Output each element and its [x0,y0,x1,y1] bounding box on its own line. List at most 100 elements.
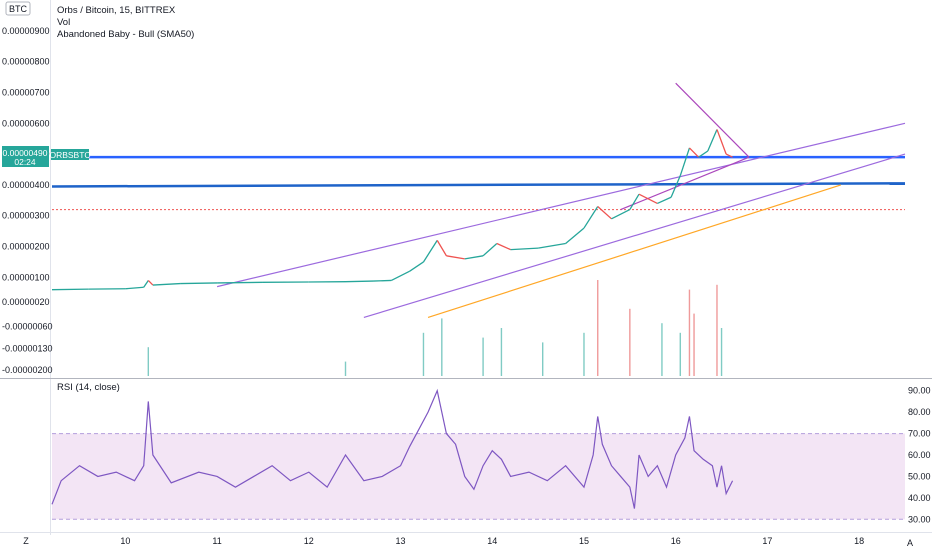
time-tick-label: 10 [120,536,130,546]
price-series [51,129,733,291]
rsi-axis[interactable]: 90.00 80.00 70.00 60.00 50.00 40.00 30.00 [908,386,931,525]
volume-bars [147,280,723,376]
price-tick-label: 0.00000020 [2,297,50,307]
price-segment [629,193,640,210]
price-segment [152,282,181,286]
time-tick-label: 18 [854,536,864,546]
volume-bar [597,280,599,376]
price-tick-label: 0.00000400 [2,180,50,190]
price-tick-label: -0.00000060 [2,322,53,332]
channel-lower[interactable] [363,153,906,319]
time-tick-label: 12 [304,536,314,546]
support-orange[interactable] [427,184,841,319]
time-tick-label: 11 [212,536,221,546]
time-tick-label: 14 [487,536,497,546]
currency-badge-label: BTC [9,4,28,14]
volume-bar [583,332,585,376]
price-segment [180,282,218,285]
price-segment [538,242,566,249]
price-tick-label: -0.00000200 [2,365,53,375]
time-tick-label: 16 [671,536,681,546]
price-tick-label: 0.00000600 [2,118,50,128]
price-segment [51,288,89,291]
price-segment [409,261,424,272]
volume-bar [482,337,484,376]
last-price-tag: 0.00000490 02:24 ORBSBTC [2,146,91,167]
time-tick-label: 15 [579,536,589,546]
volume-bar [441,318,443,376]
currency-badge[interactable]: BTC [5,1,31,16]
price-segment [217,281,263,284]
price-segment [611,208,631,220]
rsi-title: RSI (14, close) [57,382,120,393]
price-segment [638,193,658,204]
triangle-lower[interactable] [620,156,750,211]
price-segment [345,280,374,283]
price-segment [125,286,144,290]
rsi-tick-label: 50.00 [908,471,931,481]
time-axis[interactable]: 10 11 12 13 14 15 16 17 18 [120,536,864,546]
volume-legend: Vol [57,17,70,28]
price-segment [725,153,733,158]
chart-title: Orbs / Bitcoin, 15, BITTREX [57,5,176,16]
symbol-label: ORBSBTC [49,150,90,160]
price-segment [716,129,727,155]
price-segment [482,242,498,257]
price-axis[interactable]: 0.00000900 0.00000800 0.00000700 0.00000600… [2,26,53,375]
rsi-line [51,388,734,509]
rsi-tick-label: 60.00 [908,450,931,460]
volume-bar [688,289,691,376]
rsi-tick-label: 70.00 [908,429,931,439]
price-segment [147,280,154,286]
price-tick-label: 0.00000200 [2,242,50,252]
price-segment [391,270,411,282]
price-tick-label: 0.00000800 [2,57,50,67]
resistance-line-2[interactable] [51,182,906,188]
volume-bar [500,328,503,376]
price-segment [565,227,585,244]
drawing-tools-layer [51,82,906,319]
price-segment [583,206,599,229]
price-tick-label: -0.00000130 [2,343,53,353]
volume-bar [661,323,663,376]
volume-bar [629,308,631,376]
volume-bar [720,328,723,376]
volume-bar [147,347,150,376]
last-price-value: 0.00000490 [3,148,48,158]
price-segment [436,240,447,257]
price-segment [143,280,149,288]
indicator-legend: Abandoned Baby - Bull (SMA50) [57,29,194,40]
price-segment [446,255,465,260]
price-segment [670,175,681,198]
volume-bar [422,332,425,376]
time-tick-label: 13 [396,536,406,546]
price-segment [657,196,672,205]
price-segment [510,247,539,251]
rsi-tick-label: 40.00 [908,493,931,503]
volume-bar [679,332,681,376]
price-pane[interactable] [0,0,932,378]
rsi-tick-label: 30.00 [908,514,931,524]
price-segment [688,147,700,158]
volume-bar [716,284,718,376]
price-segment [372,279,392,282]
rsi-tick-label: 80.00 [908,407,931,417]
bar-countdown: 02:24 [14,157,36,167]
triangle-upper[interactable] [675,82,750,158]
rsi-pane[interactable] [51,388,905,520]
price-segment [422,240,438,263]
price-segment [679,147,691,176]
price-tick-label: 0.00000900 [2,26,50,36]
price-segment [707,129,718,152]
volume-bar [693,313,695,376]
price-tick-label: 0.00000100 [2,272,50,282]
volume-bar [344,361,347,376]
rsi-tick-label: 90.00 [908,386,931,396]
channel-upper[interactable] [216,122,906,288]
auto-scale-button-right[interactable]: A [902,536,917,549]
price-tick-label: 0.00000300 [2,211,50,221]
auto-scale-button-left[interactable]: Z [23,536,29,546]
price-segment [496,242,511,251]
price-segment [597,206,612,220]
